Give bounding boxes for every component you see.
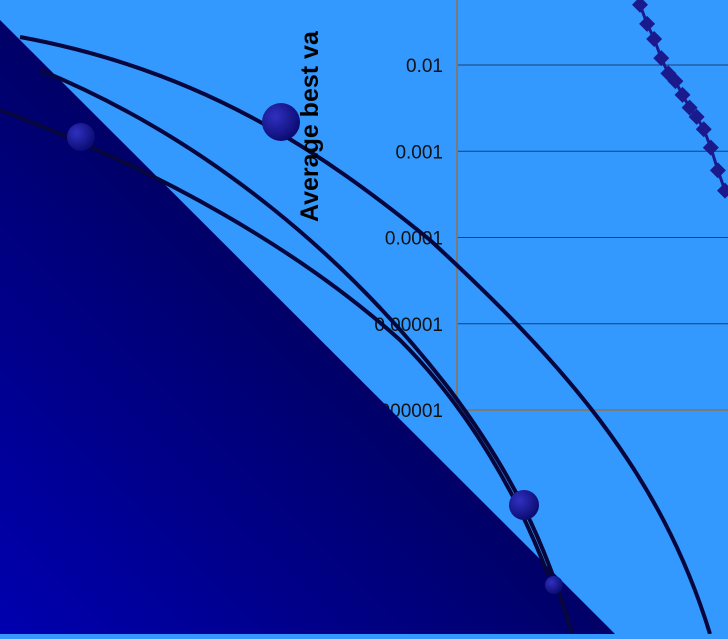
y-tick-label: 0.001 [395, 142, 443, 163]
series-marker-diamond [653, 50, 670, 67]
y-tick-label: 0.01 [406, 56, 443, 77]
gridlines [457, 64, 728, 325]
decorative-curve-inner [0, 108, 550, 576]
series-marker-diamond [717, 182, 728, 199]
series-marker-diamond [674, 86, 691, 103]
y-tick-label: 0.0001 [385, 229, 443, 250]
decorative-dots [67, 103, 563, 594]
decorative-curves [0, 35, 712, 635]
series-marker-diamond [632, 0, 648, 13]
series-marker-diamond [709, 162, 726, 179]
series-marker-diamond [695, 121, 712, 138]
series-marker-diamond [688, 108, 705, 125]
series-layer [632, 0, 728, 199]
decorative-curve-outer [19, 35, 712, 635]
series-marker-diamond [639, 15, 656, 32]
series-marker-diamond [667, 73, 684, 90]
series-marker-diamond [702, 139, 719, 156]
decorative-dot [67, 123, 95, 151]
decorative-gradient-triangle [0, 20, 615, 634]
series-marker-diamond [646, 31, 663, 48]
decorative-dot [509, 490, 539, 520]
decorative-dot-small [545, 576, 563, 594]
series-marker-diamond [681, 99, 698, 116]
y-axis-title: Average best va [296, 30, 324, 222]
decorative-curve-middle [39, 68, 574, 635]
decorative-dot-large [262, 103, 300, 141]
